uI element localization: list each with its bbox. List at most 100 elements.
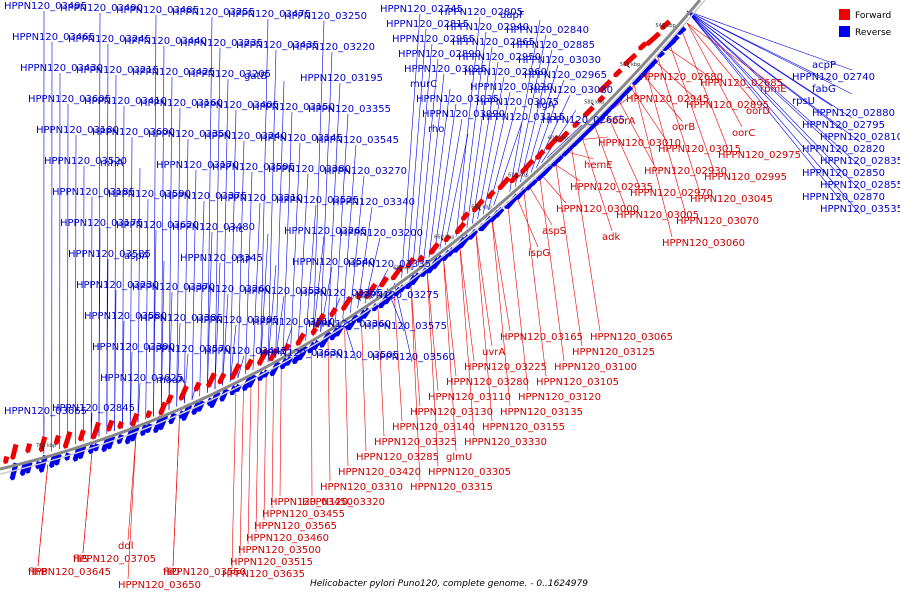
gene-label-reverse: HPPN120_02885 — [512, 40, 595, 51]
gene-label-reverse: HPPN120_03390 — [92, 342, 175, 353]
leader-line-forward — [665, 46, 711, 78]
gene-label-forward: HPPN120_03565 — [254, 521, 337, 532]
reverse-gene-arrow — [191, 401, 201, 415]
gene-label-reverse: rpsU — [792, 96, 815, 107]
gene-label-reverse: HPPN120_02795 — [802, 120, 885, 131]
gene-label-reverse: HPPN120_03345 — [180, 253, 263, 264]
leader-line-reverse — [297, 173, 309, 346]
gene-label-forward: uvrA — [482, 347, 505, 358]
gene-label-reverse: HPPN120_03205 — [188, 69, 271, 80]
gene-label-reverse: acpP — [812, 60, 836, 71]
gene-label-forward: HPPN120_03650 — [118, 580, 201, 591]
gene-label-reverse: HPPN120_03265 — [284, 226, 367, 237]
gene-label-forward: fliD — [163, 567, 180, 578]
gene-label-forward: HPPN120_02975 — [718, 150, 801, 161]
gene-label-reverse: HPPN120_03080 — [530, 85, 613, 96]
forward-gene-arrow — [638, 41, 648, 51]
gene-label-reverse: HPPN120_03625 — [100, 373, 183, 384]
gene-label-reverse: HPPN120_03435 — [236, 40, 319, 51]
gene-label-forward: HPPN120_03155 — [482, 422, 565, 433]
coordinate-tick-label: 560 kbp — [620, 62, 640, 68]
leader-line-reverse — [267, 49, 277, 362]
gene-label-reverse: HPPN120_03035 — [416, 94, 499, 105]
leader-line-reverse — [237, 355, 245, 378]
leader-line-reverse — [252, 202, 261, 371]
gene-label-reverse: moaA — [156, 375, 185, 386]
forward-gene-arrow — [486, 189, 496, 199]
leader-line-reverse — [137, 167, 141, 423]
forward-gene-arrow — [77, 429, 86, 442]
gene-label-reverse: HPPN120_03160 — [140, 98, 223, 109]
gene-label-reverse: HPPN120_03220 — [292, 42, 375, 53]
leader-line-forward — [310, 349, 313, 497]
leader-line-forward — [541, 174, 567, 204]
reverse-gene-arrow — [54, 453, 62, 466]
gene-label-reverse: HPPN120_03490 — [60, 3, 143, 14]
gene-label-reverse: HPPN120_03630 — [260, 348, 343, 359]
gene-label-reverse: HPPN120_03480 — [172, 222, 255, 233]
gene-label-forward: HPPN120_03165 — [500, 332, 583, 343]
gene-label-reverse: HPPN120_03600 — [92, 127, 175, 138]
forward-gene-arrow — [364, 282, 378, 300]
reverse-gene-arrow — [87, 443, 96, 455]
reverse-gene-arrow — [140, 424, 149, 437]
leader-line-reverse — [168, 76, 173, 410]
forward-gene-arrow — [613, 68, 623, 78]
leader-line-reverse — [327, 82, 341, 328]
reverse-gene-arrow — [622, 84, 634, 96]
leader-line-reverse — [687, 10, 853, 119]
gene-label-reverse: HPPN120_03295 — [196, 315, 279, 326]
leader-line-reverse — [312, 235, 325, 337]
leader-line-reverse — [686, 10, 861, 167]
reverse-gene-arrow — [540, 163, 553, 177]
coordinate-tick-label: 700 kbp — [352, 294, 372, 300]
leader-line-forward — [686, 22, 757, 106]
gene-label-forward: HPPN120_02970 — [630, 188, 713, 199]
leader-line-forward — [578, 136, 609, 141]
gene-label-reverse: HPPN120_02870 — [802, 192, 885, 203]
leader-line-forward — [593, 124, 627, 210]
gene-label-forward: HPPN120_03100 — [554, 362, 637, 373]
coordinate-tick-label: 640 kbp — [471, 204, 491, 210]
leader-line-forward — [82, 450, 93, 554]
gene-label-reverse: rnc — [228, 224, 244, 235]
forward-gene-arrow — [310, 326, 319, 336]
leader-line-reverse — [98, 227, 101, 437]
leader-line-forward — [681, 29, 729, 150]
reverse-gene-arrow — [219, 388, 230, 402]
gene-label-reverse: HPPN120_03590 — [108, 189, 191, 200]
leader-line-reverse — [686, 10, 843, 155]
gene-label-reverse: HPPN120_03235 — [180, 38, 263, 49]
leader-line-reverse — [444, 133, 469, 246]
leader-line-forward — [394, 294, 403, 422]
forward-gene-arrow — [256, 348, 269, 366]
reverse-gene-arrow — [168, 412, 177, 425]
gene-label-forward: glmU — [446, 452, 472, 463]
leader-line-forward — [657, 56, 701, 194]
leader-line-forward — [410, 283, 421, 407]
gene-label-reverse: HPPN120_03230 — [76, 280, 159, 291]
leader-line-forward — [377, 306, 385, 437]
gene-label-forward: fliS — [73, 554, 88, 565]
gene-label-reverse: HPPN120_03350 — [148, 129, 231, 140]
gene-label-reverse: HPPN120_03360 — [308, 319, 391, 330]
gene-label-forward: ddl — [118, 541, 133, 552]
leader-line-reverse — [199, 200, 205, 397]
gene-label-forward: HPPN120_03015 — [658, 144, 741, 155]
leader-line-reverse — [687, 10, 853, 71]
leader-line-reverse — [461, 31, 487, 233]
gene-label-reverse: HPPN120_03270 — [324, 166, 407, 177]
leader-line-reverse — [290, 142, 301, 350]
gene-label-forward: HPPN120_03550 — [163, 567, 246, 578]
leader-line-forward — [443, 258, 457, 452]
forward-gene-arrow — [497, 176, 511, 190]
coordinate-ticks: 540 kbp 560 kbp 580 kbp 600 kbp 620 kbp 640 k… — [36, 23, 676, 450]
gene-label-forward: oorB — [672, 122, 695, 133]
leader-line-forward — [255, 379, 259, 533]
gene-label-forward: HPPN120_03140 — [392, 422, 475, 433]
leader-line-reverse — [509, 19, 541, 192]
gene-label-reverse: HPPN120_03525 — [276, 195, 359, 206]
legend-swatch-reverse — [839, 26, 850, 37]
map-caption: Helicobacter pylori Puno120, complete ge… — [310, 579, 588, 589]
